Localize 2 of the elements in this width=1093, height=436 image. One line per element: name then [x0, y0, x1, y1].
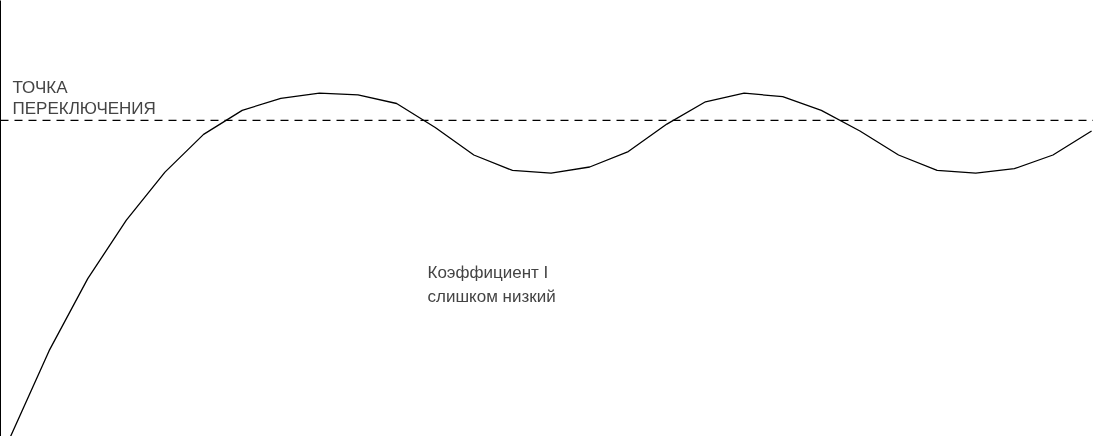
ref-line-label: ТОЧКА ПЕРЕКЛЮЧЕНИЯ: [12, 78, 156, 119]
annotation: Коэффициент I слишком низкий: [427, 263, 556, 307]
